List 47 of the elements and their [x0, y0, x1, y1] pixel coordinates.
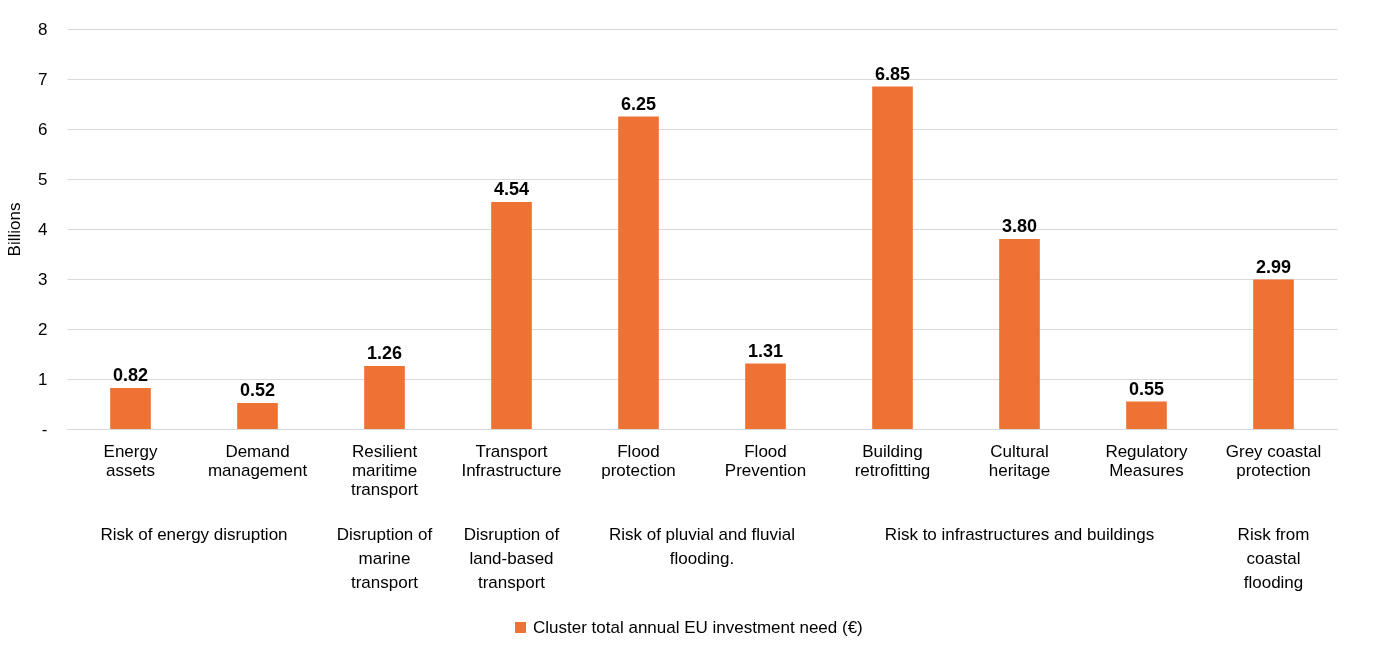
bar	[872, 86, 913, 429]
data-label: 0.52	[239, 380, 276, 400]
data-label: 2.99	[1255, 256, 1292, 277]
x-tick-label: Flood Prevention	[724, 441, 807, 480]
data-label: 1.26	[366, 343, 403, 363]
x-tick-label: Regulatory Measures	[1105, 441, 1189, 480]
bar	[364, 366, 405, 429]
x-tick-label: Transport Infrastructure	[461, 441, 562, 480]
bar	[618, 116, 659, 429]
y-tick-label: 5	[38, 169, 48, 189]
bar	[110, 388, 151, 429]
y-tick-label: 8	[38, 19, 48, 39]
x-tick-label: Building retrofitting	[854, 441, 931, 480]
x-tick-label: Flood protection	[601, 441, 676, 480]
data-label: 6.85	[874, 63, 911, 84]
text: Disruption of land-based transport	[463, 525, 560, 592]
y-tick-label: 4	[38, 219, 48, 239]
bar	[745, 363, 786, 429]
data-label: 1.31	[747, 340, 784, 361]
bar	[1253, 279, 1294, 429]
text: Risk from coastal flooding	[1237, 525, 1310, 592]
y-tick-label: 7	[38, 69, 48, 89]
bar	[999, 239, 1040, 429]
y-axis-title: Billions	[5, 202, 25, 257]
y-tick-label: 1	[38, 369, 48, 389]
y-tick-label: 2	[38, 319, 48, 339]
y-tick-label: 6	[38, 119, 48, 139]
text: Disruption of marine transport	[336, 525, 433, 592]
x-tick-label: Grey coastal protection	[1225, 441, 1322, 480]
x-tick-label: Cultural heritage	[988, 441, 1051, 480]
bar	[1126, 401, 1167, 429]
x-tick-label: Resilient maritime transport	[350, 441, 419, 499]
text: Risk of energy disruption	[100, 525, 288, 544]
data-label: 0.82	[112, 365, 149, 385]
y-tick-label: -	[41, 419, 48, 439]
bar	[237, 403, 278, 429]
bar	[491, 202, 532, 429]
x-tick-label: Energy assets	[103, 441, 158, 480]
data-label: 3.80	[1001, 216, 1038, 236]
legend-label: Cluster total annual EU investment need (€)	[533, 617, 863, 637]
text: Risk of pluvial and fluvial flooding.	[608, 525, 796, 568]
data-label: 0.55	[1128, 378, 1165, 399]
x-tick-label: Demand management	[207, 441, 308, 480]
text: Risk to infrastructures and buildings	[884, 525, 1155, 544]
y-tick-label: 3	[38, 269, 48, 289]
data-label: 6.25	[620, 93, 657, 114]
data-label: 4.54	[493, 179, 530, 199]
